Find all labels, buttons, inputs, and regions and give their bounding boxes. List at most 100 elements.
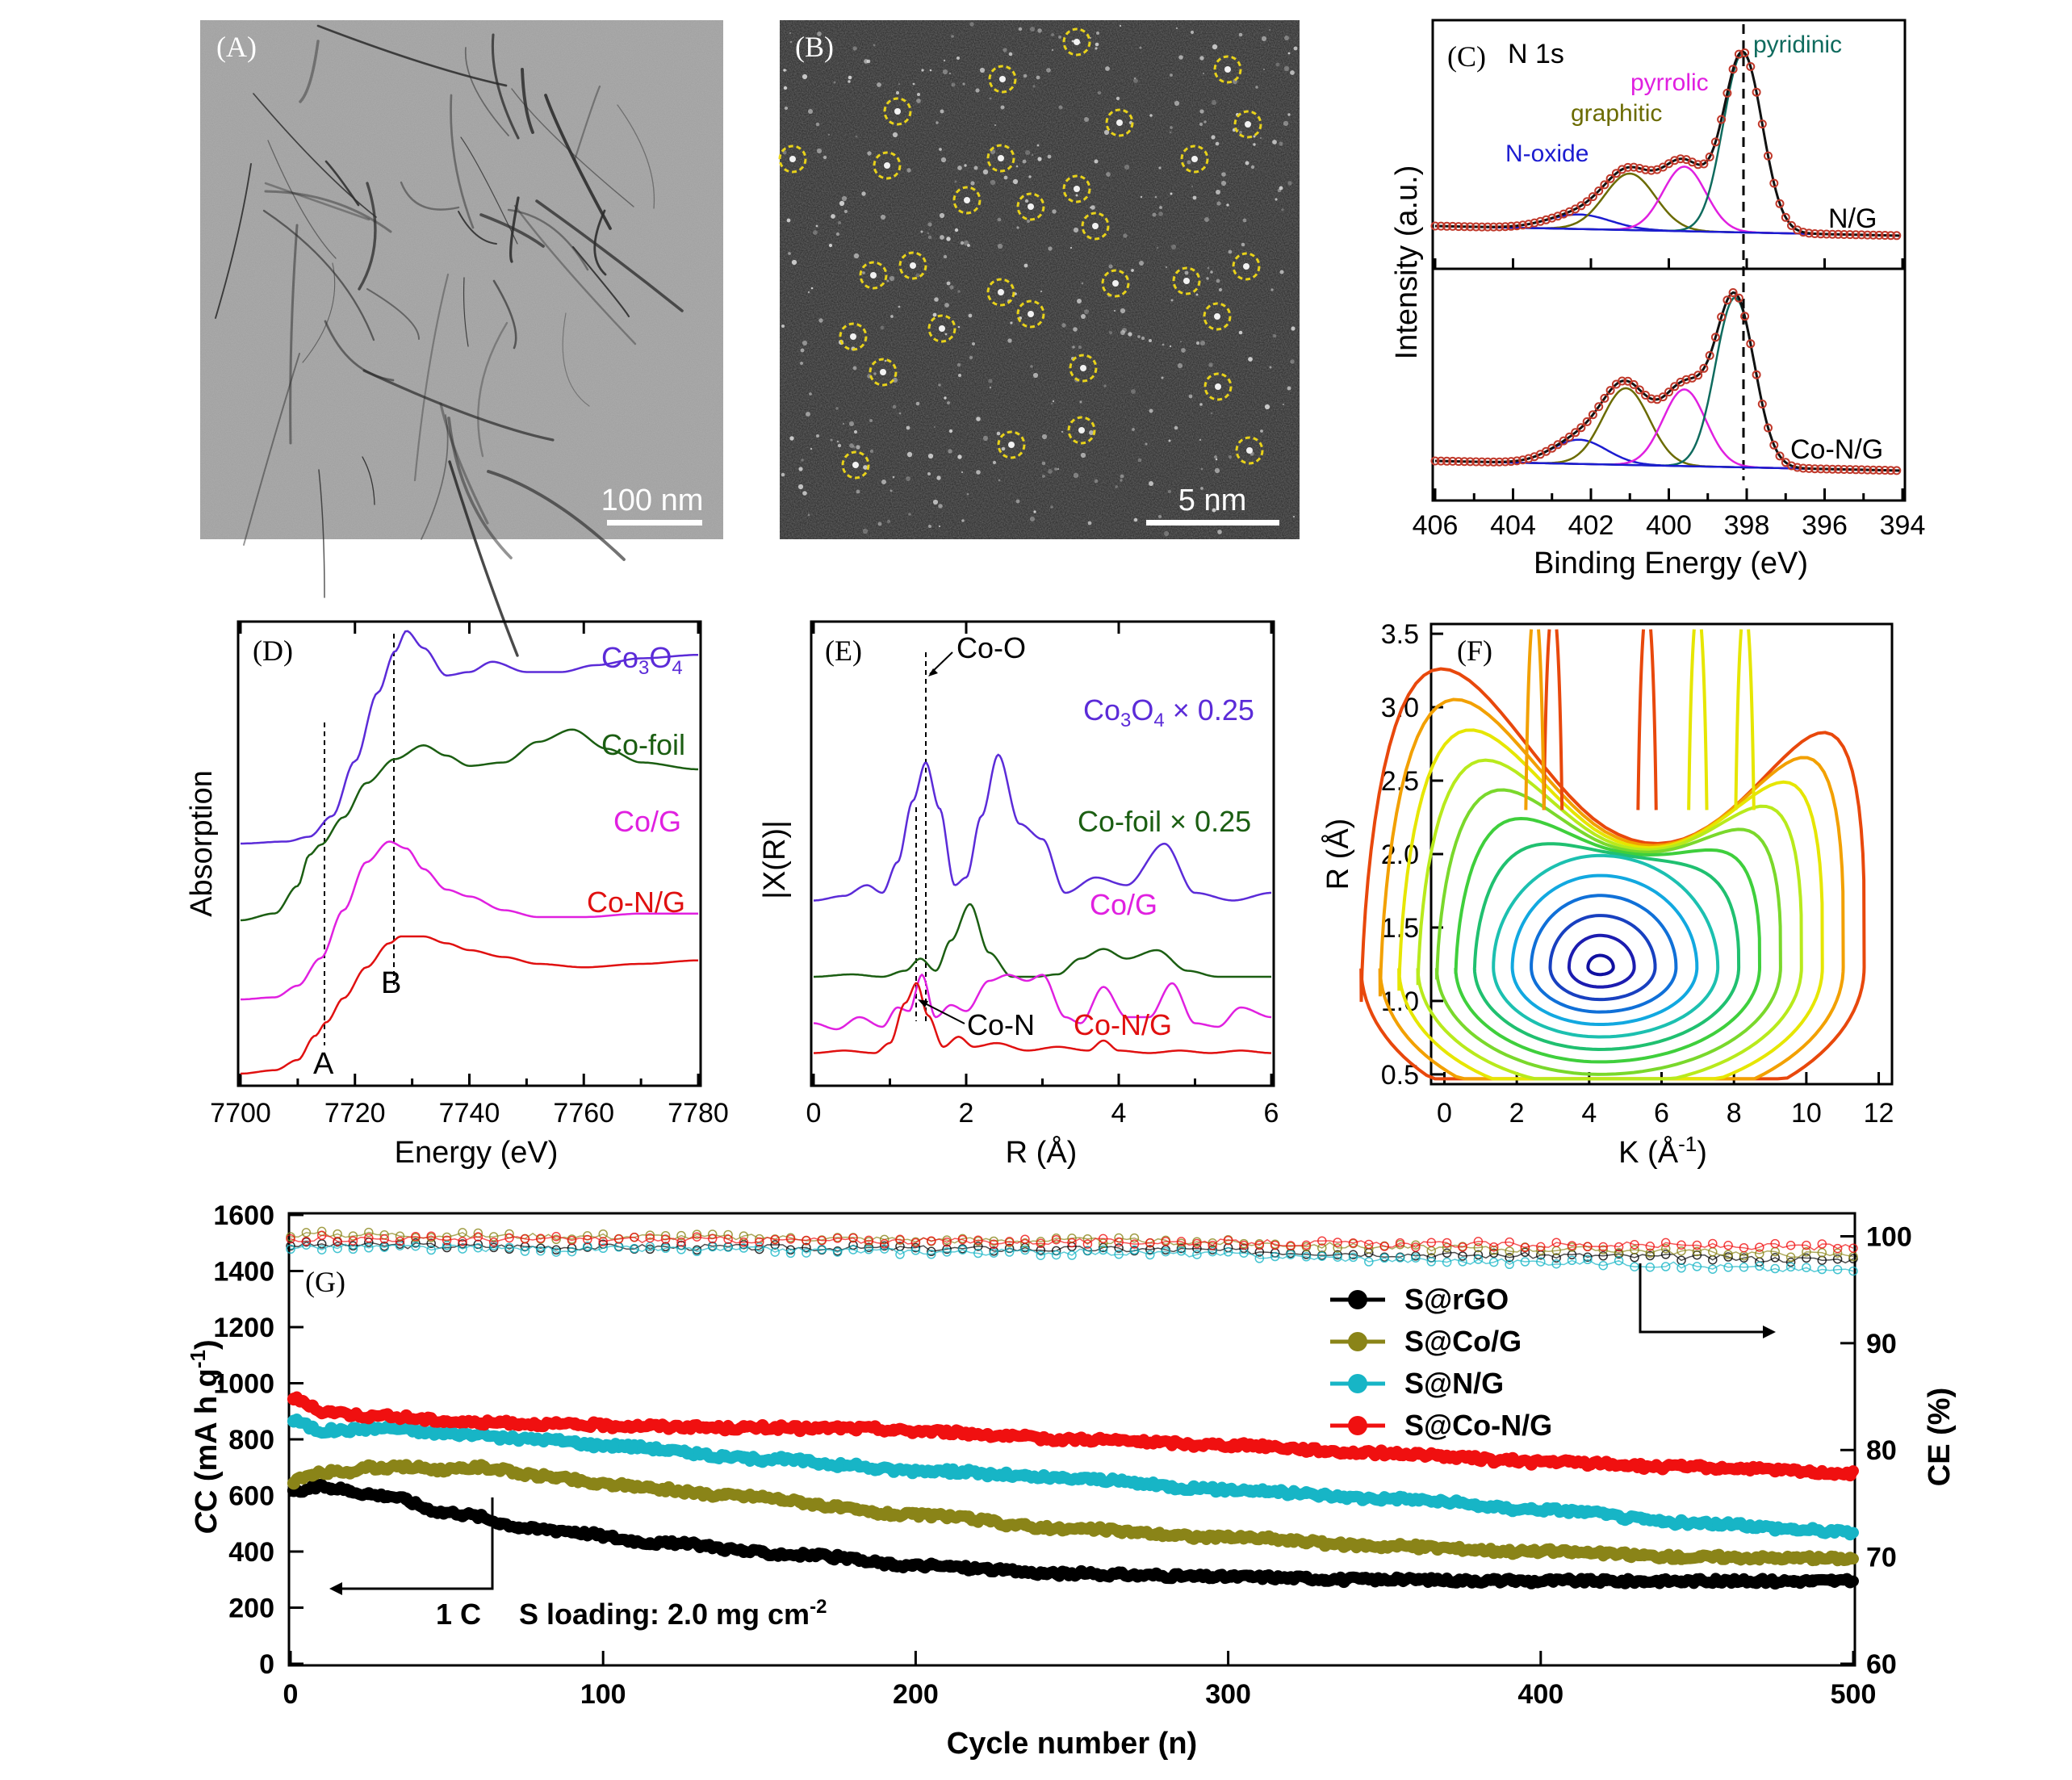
- capacity-point: [456, 1427, 469, 1441]
- atom-dot: [1199, 438, 1202, 442]
- ce-point: [1832, 1254, 1843, 1264]
- atom-dot: [969, 355, 973, 360]
- capacity-point: [1712, 1518, 1726, 1532]
- wrinkle: [460, 136, 518, 245]
- data-point: [1874, 230, 1884, 240]
- atom-dot: [1282, 403, 1285, 406]
- capacity-point: [1281, 1572, 1295, 1585]
- atom-dot: [960, 241, 965, 245]
- ce-point: [989, 1236, 998, 1246]
- capacity-point: [1750, 1462, 1763, 1475]
- ce-point: [1645, 1242, 1656, 1251]
- ce-point: [1192, 1243, 1202, 1254]
- atom-dot: [1287, 386, 1291, 391]
- capacity-point: [400, 1492, 413, 1506]
- ce-point: [442, 1240, 452, 1250]
- atom-dot: [802, 491, 807, 496]
- ce-point: [1379, 1242, 1389, 1251]
- single-atom: [1191, 156, 1198, 162]
- atom-dot: [1195, 293, 1199, 296]
- x-tick-label: 4: [1111, 1098, 1127, 1129]
- ce-point: [802, 1235, 811, 1246]
- atom-dot: [863, 465, 868, 470]
- atom-dot: [852, 366, 857, 371]
- atom-dot: [802, 340, 808, 346]
- atom-dot: [927, 232, 930, 235]
- atom-dot: [927, 235, 932, 240]
- ce-point: [1098, 1233, 1108, 1244]
- capacity-point: [887, 1508, 901, 1522]
- capacity-point: [1168, 1529, 1182, 1543]
- capacity-point: [700, 1487, 713, 1501]
- cong-xanes: [240, 935, 698, 1075]
- capacity-point: [343, 1466, 357, 1480]
- atom-dot: [877, 82, 881, 87]
- y2-axis-label-g: CE (%): [1923, 1388, 1957, 1486]
- atom-dot: [1033, 510, 1036, 513]
- capacity-point: [1618, 1546, 1632, 1560]
- ce-point: [348, 1231, 358, 1241]
- atom-dot: [1073, 327, 1078, 332]
- ce-point: [1645, 1250, 1656, 1261]
- atom-dot: [1052, 400, 1055, 403]
- capacity-point: [962, 1563, 976, 1577]
- ce-point: [817, 1236, 827, 1246]
- single-atom: [884, 162, 890, 169]
- atom-dot: [1137, 335, 1141, 338]
- ce-point: [286, 1233, 295, 1244]
- wrinkle: [479, 213, 545, 248]
- data-point: [1442, 456, 1451, 466]
- atom-dot: [1211, 135, 1216, 140]
- atom-dot: [1192, 195, 1197, 200]
- atom-dot: [1163, 530, 1170, 537]
- capacity-point: [1693, 1459, 1707, 1472]
- single-atom-circle: [1233, 110, 1262, 139]
- atom-dot: [917, 93, 920, 96]
- data-point: [1874, 465, 1884, 475]
- ce-point: [1723, 1252, 1733, 1262]
- atom-dot: [1050, 505, 1053, 509]
- single-atom-circle: [1105, 108, 1134, 137]
- ce-point: [348, 1241, 358, 1251]
- atom-dot: [1132, 428, 1135, 431]
- capacity-point: [1712, 1462, 1726, 1476]
- capacity-point: [306, 1399, 320, 1413]
- ce-point: [1848, 1266, 1858, 1276]
- capacity-point: [1206, 1481, 1220, 1494]
- capacity-point: [1300, 1486, 1313, 1499]
- atom-dot: [892, 377, 898, 383]
- capacity-point: [1787, 1551, 1801, 1564]
- capacity-point: [1375, 1573, 1388, 1587]
- ce-point: [348, 1236, 358, 1246]
- x-tick-label: 6: [1654, 1098, 1669, 1129]
- capacity-point: [662, 1536, 676, 1550]
- data-point: [1886, 466, 1895, 475]
- data-point: [1442, 221, 1451, 231]
- ce-point: [927, 1236, 936, 1246]
- wrinkle: [362, 369, 555, 442]
- atom-dot: [1214, 467, 1220, 474]
- capacity-point: [1487, 1500, 1501, 1514]
- atom-dot: [1214, 455, 1217, 459]
- ce-point: [1239, 1240, 1249, 1250]
- atom-dot: [1287, 181, 1292, 186]
- atom-dot: [976, 470, 981, 475]
- ce-point: [333, 1236, 342, 1246]
- legend-cog-d: Co/G: [613, 805, 681, 838]
- atom-dot: [934, 297, 939, 302]
- atom-dot: [951, 82, 956, 87]
- capacity-point: [643, 1442, 657, 1455]
- ce-point: [1020, 1234, 1030, 1244]
- single-atom-circle: [1180, 144, 1209, 174]
- atom-dot: [1263, 69, 1265, 70]
- ce-point: [1755, 1242, 1764, 1252]
- ce-point: [973, 1242, 983, 1251]
- capacity-point: [1806, 1466, 1819, 1480]
- ce-point: [739, 1243, 749, 1253]
- panel-label-c: (C): [1447, 40, 1486, 73]
- wrinkle: [413, 273, 450, 482]
- capacity-point: [1750, 1521, 1763, 1535]
- atom-dot: [1124, 164, 1130, 170]
- data-point: [1559, 436, 1568, 446]
- capacity-point: [324, 1405, 338, 1418]
